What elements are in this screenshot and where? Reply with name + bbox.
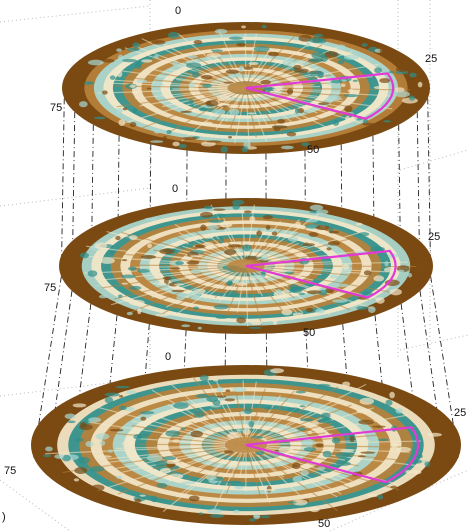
sector-outline-top	[245, 72, 395, 120]
tick-label-middle-25: 25	[428, 231, 440, 243]
tick-label-top-25: 25	[425, 53, 437, 65]
tick-label-middle-50: 50	[303, 327, 315, 339]
tick-label-bottom-75: 75	[4, 465, 16, 477]
tick-label-middle-0: 0	[172, 183, 178, 195]
polar-slice-bottom: 0 25 50 75	[4, 351, 466, 530]
polar-slice-middle: 0 25 50 75	[44, 183, 440, 339]
corner-label: )	[2, 511, 6, 523]
tick-label-top-75: 75	[50, 102, 62, 114]
polar-slice-top: 0 25 50 75	[50, 5, 437, 156]
tick-label-middle-75: 75	[44, 282, 56, 294]
tick-label-top-0: 0	[175, 5, 181, 17]
sector-outline-middle	[245, 249, 397, 299]
tick-label-top-50: 50	[307, 144, 319, 156]
tick-label-bottom-50: 50	[318, 518, 330, 530]
sector-outline-bottom	[245, 426, 420, 484]
tick-label-bottom-25: 25	[454, 407, 466, 419]
tick-label-bottom-0: 0	[165, 351, 171, 363]
